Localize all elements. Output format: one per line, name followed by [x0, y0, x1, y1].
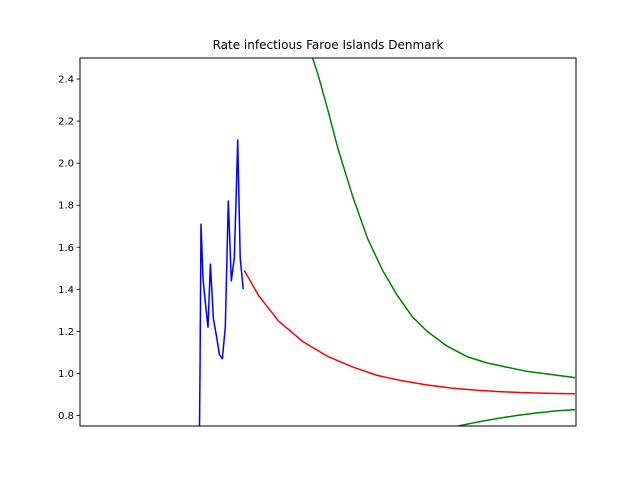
series-line-1: [198, 139, 244, 426]
chart-title: Rate infectious Faroe Islands Denmark: [213, 38, 444, 52]
y-tick-label: 2.4: [58, 75, 74, 86]
y-tick-label: 2.2: [58, 117, 74, 128]
series-line-2: [243, 270, 576, 395]
y-tick-label: 1.6: [58, 243, 74, 254]
y-tick-label: 1.8: [58, 201, 74, 212]
series-line-4: [457, 408, 576, 426]
y-tick-label: 2.0: [58, 159, 74, 170]
y-tick-label: 1.2: [58, 327, 74, 338]
series-line-3: [311, 58, 576, 379]
y-axis: 0.8 1.0 1.2 1.4 1.6 1.8 2.0 2.2 2.4: [58, 75, 80, 422]
y-tick-label: 1.0: [58, 369, 74, 380]
plot-area-frame: [79, 57, 577, 427]
y-tick-label: 0.8: [58, 411, 74, 422]
series-layer: [198, 58, 576, 426]
y-tick-label: 1.4: [58, 285, 74, 296]
